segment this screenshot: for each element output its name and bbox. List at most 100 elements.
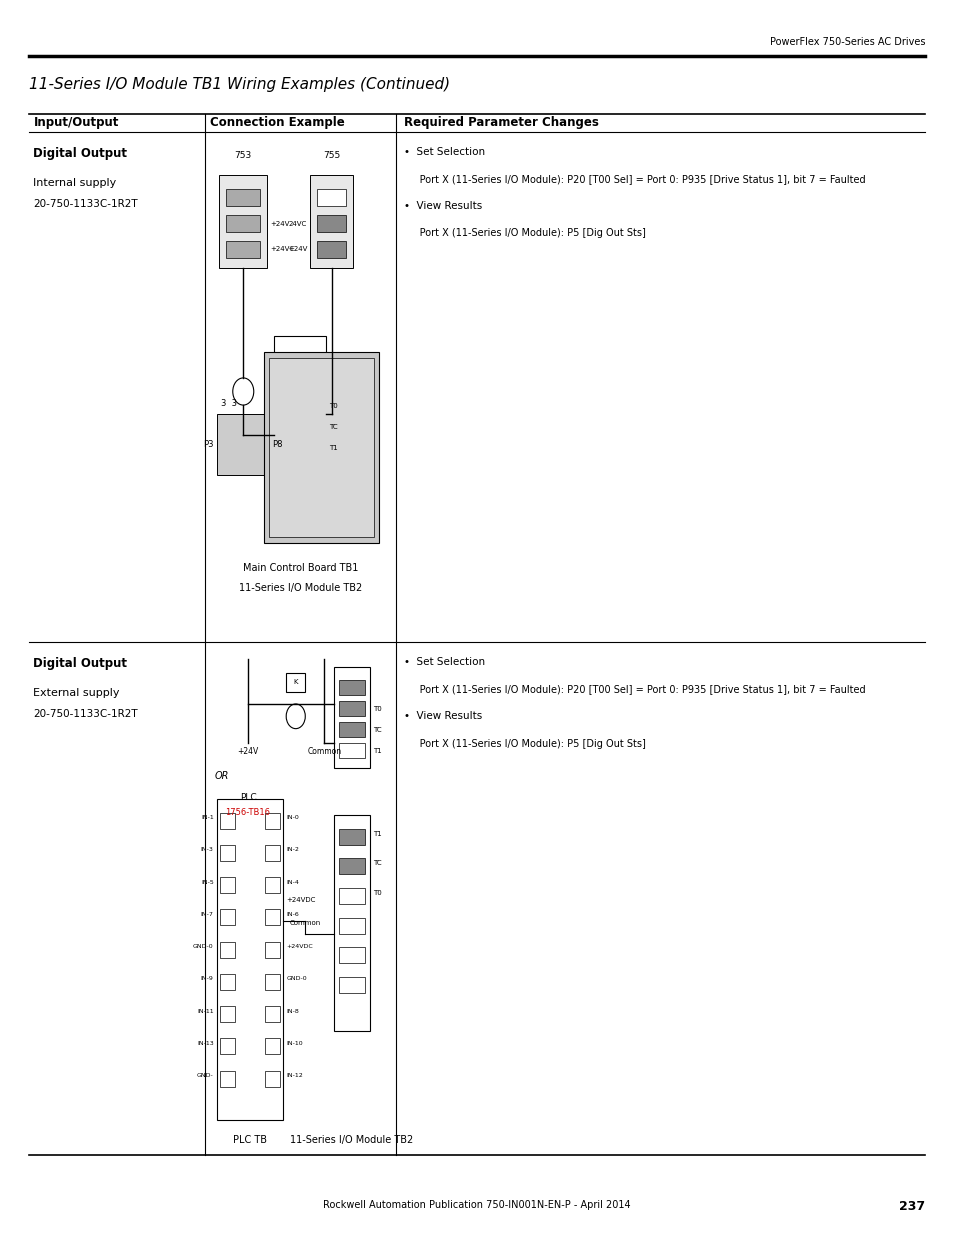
Bar (220, 845, 234, 861)
Bar (219, 175, 267, 268)
Text: IN-3: IN-3 (201, 847, 213, 852)
Bar (334, 667, 370, 768)
Text: PLC TB: PLC TB (233, 1135, 267, 1145)
Bar (265, 845, 279, 861)
Text: •  Set Selection: • Set Selection (403, 147, 484, 157)
Bar (338, 947, 365, 963)
Text: 11-Series I/O Module TB2: 11-Series I/O Module TB2 (238, 583, 362, 593)
Text: Port X (11-Series I/O Module): P20 [T00 Sel] = Port 0: P935 [Drive Status 1], bi: Port X (11-Series I/O Module): P20 [T00 … (403, 174, 864, 184)
Text: GND-0: GND-0 (193, 944, 213, 948)
Text: T1: T1 (373, 748, 381, 753)
Text: IN-4: IN-4 (286, 879, 298, 884)
Text: IN-5: IN-5 (201, 879, 213, 884)
Bar (269, 358, 374, 537)
Text: 11-Series I/O Module TB1 Wiring Examples (Continued): 11-Series I/O Module TB1 Wiring Examples… (29, 77, 449, 91)
Bar (265, 877, 279, 893)
Bar (316, 215, 346, 232)
Text: T1: T1 (373, 831, 381, 836)
Bar (316, 189, 346, 206)
Bar (278, 357, 321, 372)
Text: T0: T0 (329, 404, 337, 409)
Bar (278, 399, 321, 414)
Text: Connection Example: Connection Example (210, 116, 344, 130)
Text: Port X (11-Series I/O Module): P20 [T00 Sel] = Port 0: P935 [Drive Status 1], bi: Port X (11-Series I/O Module): P20 [T00 … (403, 684, 864, 694)
Text: 20-750-1133C-1R2T: 20-750-1133C-1R2T (33, 199, 138, 209)
Text: GND-: GND- (196, 1073, 213, 1078)
Text: +24V: +24V (237, 747, 258, 756)
Bar (226, 241, 260, 258)
Bar (220, 1071, 234, 1087)
Bar (338, 829, 365, 845)
Bar (220, 974, 234, 990)
Text: IN-6: IN-6 (286, 911, 298, 916)
Text: P3: P3 (203, 440, 213, 450)
Text: 11-Series I/O Module TB2: 11-Series I/O Module TB2 (290, 1135, 414, 1145)
Text: IN-1: IN-1 (201, 815, 213, 820)
Text: GND-0: GND-0 (286, 977, 307, 982)
Text: Port X (11-Series I/O Module): P5 [Dig Out Sts]: Port X (11-Series I/O Module): P5 [Dig O… (403, 739, 645, 748)
Bar (338, 680, 365, 695)
Bar (265, 813, 279, 829)
Text: IN-10: IN-10 (286, 1041, 302, 1046)
Bar (216, 414, 269, 475)
Text: +24V: +24V (288, 247, 307, 252)
Bar (338, 743, 365, 758)
Text: Digital Output: Digital Output (33, 147, 128, 161)
Text: Port X (11-Series I/O Module): P5 [Dig Out Sts]: Port X (11-Series I/O Module): P5 [Dig O… (403, 228, 645, 238)
Text: Common: Common (290, 920, 320, 925)
Circle shape (286, 704, 305, 729)
Text: Common: Common (307, 747, 341, 756)
Bar (220, 877, 234, 893)
Text: PowerFlex 750-Series AC Drives: PowerFlex 750-Series AC Drives (769, 37, 924, 47)
Bar (278, 441, 321, 456)
Text: P8: P8 (272, 440, 282, 450)
Text: Required Parameter Changes: Required Parameter Changes (403, 116, 598, 130)
Bar (265, 1071, 279, 1087)
Bar (338, 977, 365, 993)
Bar (220, 941, 234, 957)
Bar (220, 1007, 234, 1023)
Text: Main Control Board TB1: Main Control Board TB1 (243, 563, 357, 573)
Text: TC: TC (329, 425, 337, 430)
Text: 1756-TB16: 1756-TB16 (225, 808, 271, 816)
Text: TC: TC (373, 727, 381, 732)
Text: K: K (294, 679, 297, 684)
Bar (265, 909, 279, 925)
Bar (274, 336, 326, 466)
Text: T0: T0 (373, 890, 381, 895)
Bar (216, 799, 283, 1120)
Bar (310, 175, 353, 268)
Text: 753: 753 (234, 151, 252, 159)
Text: 237: 237 (899, 1200, 924, 1214)
Bar (338, 918, 365, 934)
Text: +24VC: +24VC (270, 247, 294, 252)
Bar (338, 701, 365, 716)
Text: IN-8: IN-8 (286, 1009, 298, 1014)
Text: IN-9: IN-9 (201, 977, 213, 982)
Bar (220, 909, 234, 925)
Bar (220, 1039, 234, 1055)
Bar (278, 378, 321, 393)
Text: 755: 755 (322, 151, 340, 159)
Text: IN-2: IN-2 (286, 847, 298, 852)
Text: 20-750-1133C-1R2T: 20-750-1133C-1R2T (33, 709, 138, 719)
Circle shape (233, 378, 253, 405)
Text: Input/Output: Input/Output (33, 116, 118, 130)
Bar (220, 813, 234, 829)
Bar (265, 1007, 279, 1023)
Text: 3  3: 3 3 (221, 399, 237, 408)
Bar (338, 858, 365, 874)
Text: +24VDC: +24VDC (286, 944, 313, 948)
Text: IN-12: IN-12 (286, 1073, 303, 1078)
Text: IN-7: IN-7 (201, 911, 213, 916)
Bar (316, 241, 346, 258)
Bar (338, 888, 365, 904)
Text: Rockwell Automation Publication 750-IN001N-EN-P - April 2014: Rockwell Automation Publication 750-IN00… (323, 1200, 630, 1210)
Text: IN-0: IN-0 (286, 815, 298, 820)
Text: •  View Results: • View Results (403, 711, 481, 721)
Bar (226, 215, 260, 232)
Bar (226, 189, 260, 206)
Text: Digital Output: Digital Output (33, 657, 128, 671)
Text: 24VC: 24VC (289, 221, 307, 226)
Bar (278, 420, 321, 435)
